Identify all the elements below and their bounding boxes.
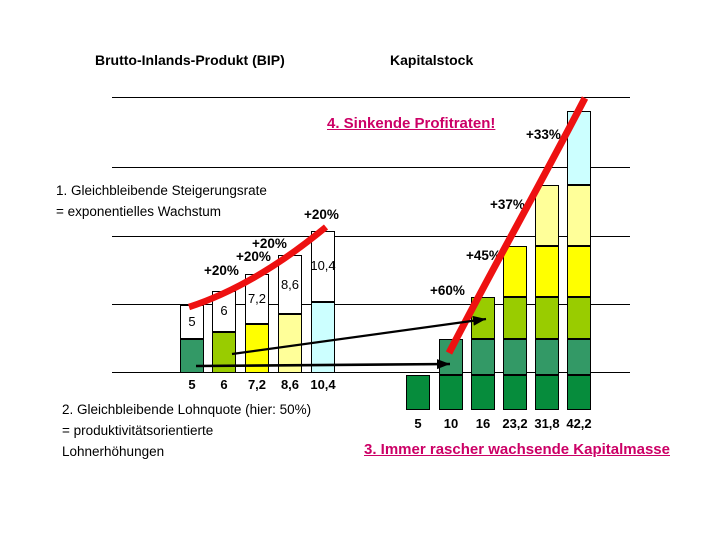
note-lohnquote-line2: = produktivitätsorientierte: [62, 423, 214, 438]
kapital-bar-segment: [535, 339, 559, 375]
bip-bar-profit-segment: [180, 304, 204, 339]
kapital-bar-segment: [503, 374, 527, 410]
bip-growth-label: +20%: [204, 263, 239, 278]
kapital-bar-segment: [535, 296, 559, 340]
chart-title-kapitalstock: Kapitalstock: [390, 52, 474, 68]
bip-bar-value-label: 10,4: [310, 258, 336, 274]
gridline: [112, 304, 630, 306]
callout-wachsende-kapitalmasse: 3. Immer rascher wachsende Kapitalmasse: [364, 441, 670, 458]
kapital-bar-segment: [471, 296, 495, 340]
note-steigerungsrate: 1. Gleichbleibende Steigerungsrate = exp…: [56, 180, 267, 222]
bip-bar-value-label: 6: [220, 303, 228, 319]
kapital-bar-segment: [535, 245, 559, 297]
kapital-bar-segment: [406, 374, 430, 410]
bip-bar-wage-segment: [212, 331, 236, 373]
bip-growth-label: +20%: [304, 207, 339, 222]
kapital-bar-segment: [471, 374, 495, 410]
chart-title-bip: Brutto-Inlands-Produkt (BIP): [95, 52, 285, 68]
kapital-axis-label: 31,8: [534, 416, 560, 431]
gridline: [112, 372, 630, 374]
bip-bar-wage-segment: [311, 301, 335, 373]
bip-bar-wage-segment: [278, 314, 302, 373]
note-steigerungsrate-line1: 1. Gleichbleibende Steigerungsrate: [56, 183, 267, 198]
kapital-bar-segment: [567, 111, 591, 185]
bip-bar-value-label: 5: [188, 313, 196, 329]
kapital-bar-segment: [471, 339, 495, 375]
kapital-growth-label: +33%: [526, 127, 561, 142]
note-lohnquote-line1: 2. Gleichbleibende Lohnquote (hier: 50%): [62, 402, 312, 417]
kapital-axis-label: 5: [414, 416, 422, 431]
bip-bar-value-label: 8,6: [280, 276, 300, 292]
kapital-bar-segment: [567, 296, 591, 340]
bip-growth-label: +20%: [252, 236, 287, 251]
note-lohnquote-line3: Lohnerhöhungen: [62, 444, 165, 459]
kapital-bar-segment: [567, 339, 591, 375]
bip-growth-label: +20%: [236, 249, 271, 264]
bip-bar-wage-segment: [245, 323, 269, 373]
kapital-growth-label: +45%: [466, 248, 501, 263]
gridline: [112, 97, 630, 99]
kapital-bar-segment: [567, 245, 591, 297]
kapital-axis-label: 10: [443, 416, 459, 431]
kapital-bar-segment: [503, 339, 527, 375]
kapital-axis-label: 23,2: [502, 416, 528, 431]
bip-axis-label: 7,2: [247, 377, 267, 392]
note-lohnquote: 2. Gleichbleibende Lohnquote (hier: 50%)…: [62, 399, 311, 462]
note-steigerungsrate-line2: = exponentielles Wachstum: [56, 204, 221, 219]
kapital-growth-label: +60%: [430, 283, 465, 298]
bip-axis-label: 8,6: [280, 377, 300, 392]
kapital-bar-segment: [439, 374, 463, 410]
kapital-bar-segment: [439, 339, 463, 375]
kapital-bar-segment: [567, 184, 591, 246]
kapital-bar-segment: [535, 374, 559, 410]
kapital-bar-segment: [503, 296, 527, 340]
bip-axis-label: 5: [188, 377, 196, 392]
kapital-axis-label: 42,2: [566, 416, 592, 431]
kapital-axis-label: 16: [475, 416, 491, 431]
kapital-growth-label: +37%: [490, 197, 525, 212]
bip-axis-label: 6: [220, 377, 228, 392]
gridline: [112, 167, 630, 169]
kapital-bar-segment: [503, 245, 527, 297]
callout-sinkende-profitraten: 4. Sinkende Profitraten!: [327, 115, 496, 132]
bip-bar-wage-segment: [180, 338, 204, 373]
gridline: [112, 236, 630, 238]
kapital-bar-segment: [567, 374, 591, 410]
kapital-bar-segment: [535, 184, 559, 246]
bip-bar-value-label: 7,2: [247, 291, 267, 307]
bip-axis-label: 10,4: [310, 377, 336, 392]
